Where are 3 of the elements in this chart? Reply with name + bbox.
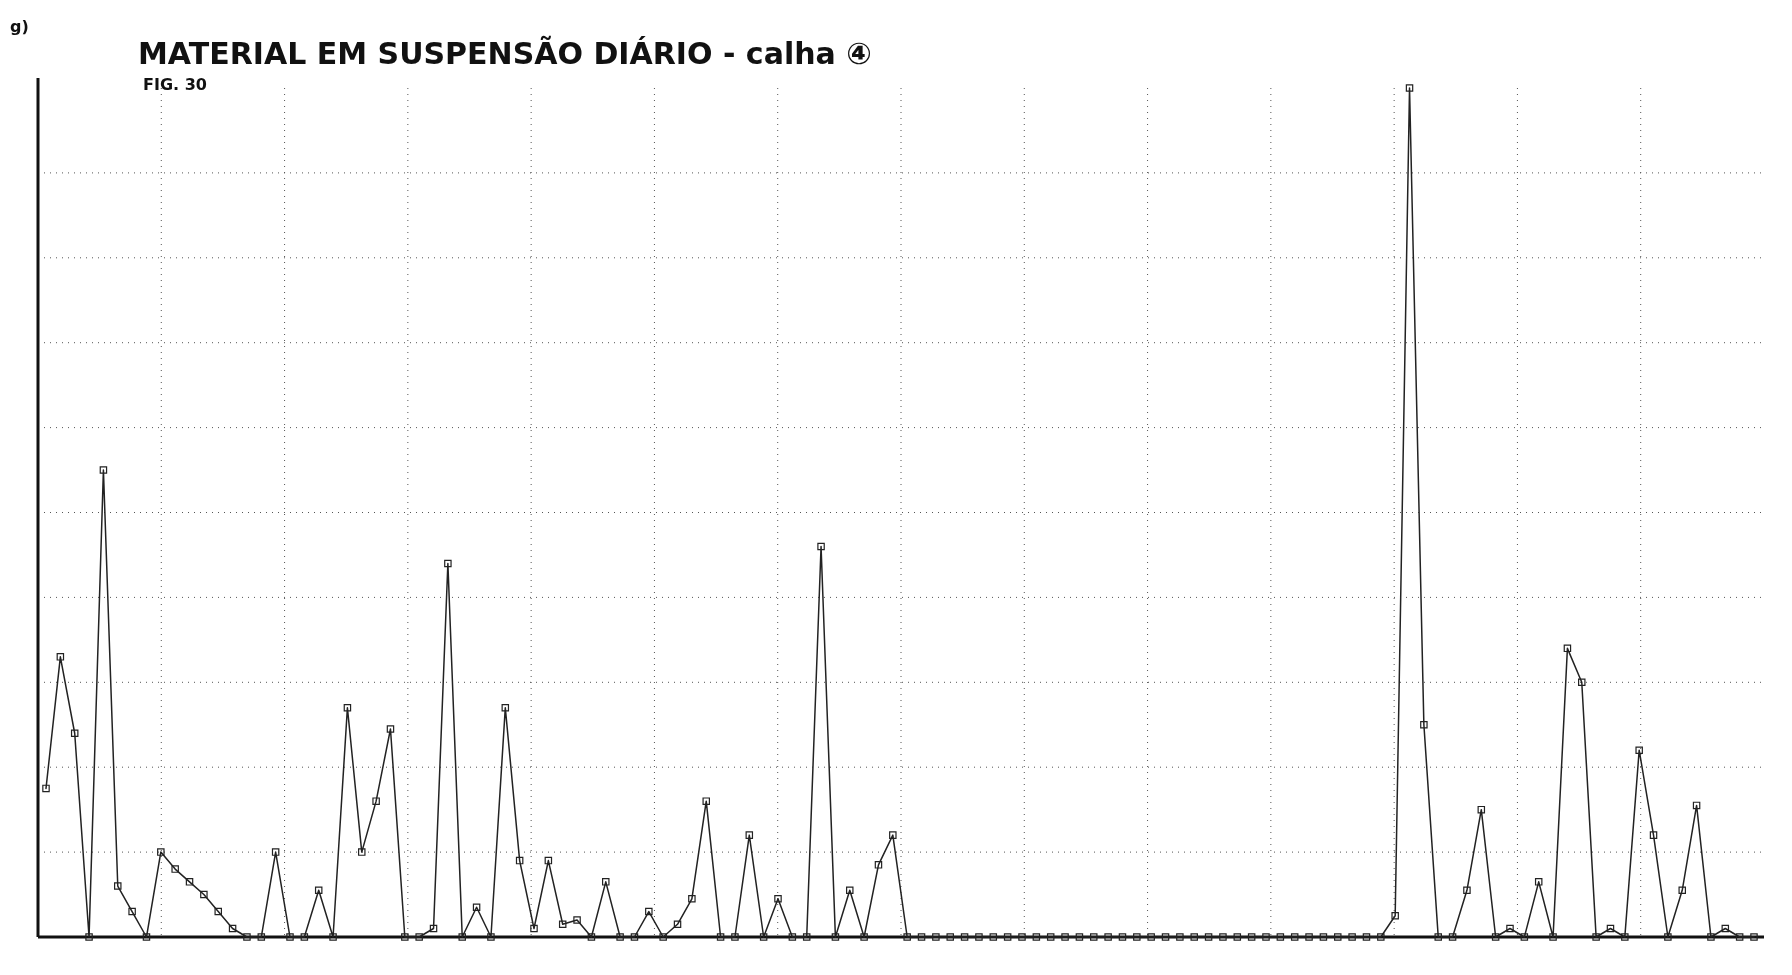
y-axis-title: g) <box>10 17 29 36</box>
chart-title: MATERIAL EM SUSPENSÃO DIÁRIO - calha ④ <box>138 35 872 71</box>
chart-subtitle: FIG. 30 <box>143 75 207 94</box>
